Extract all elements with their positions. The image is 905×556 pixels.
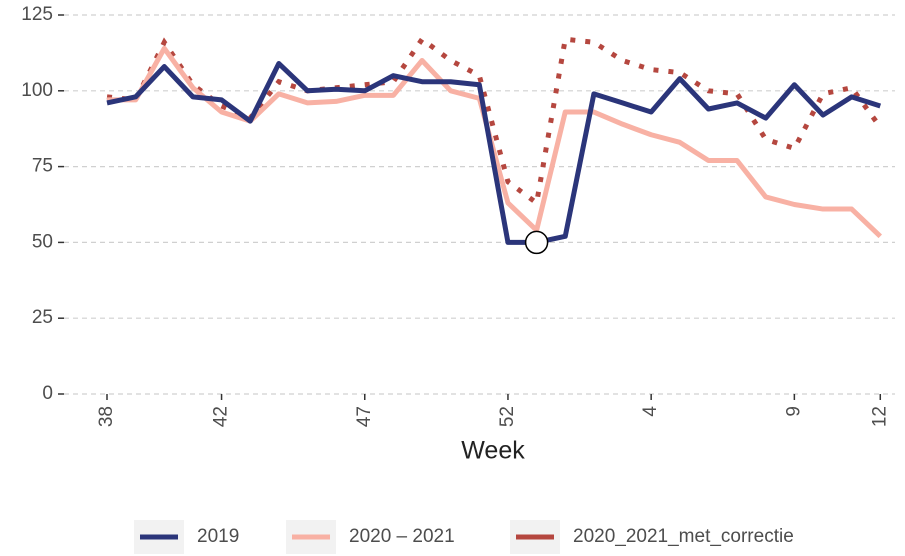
x-tick-label: 52 xyxy=(497,406,518,427)
x-tick-label: 42 xyxy=(211,406,232,427)
y-tick-label: 25 xyxy=(32,307,53,328)
series-line xyxy=(107,45,883,239)
legend-label: 2019 xyxy=(197,526,239,547)
legend-label: 2020 – 2021 xyxy=(349,526,455,547)
x-axis-label: Week xyxy=(461,437,525,465)
series-line xyxy=(106,61,882,245)
x-tick-label: 47 xyxy=(354,406,375,427)
y-tick-label: 0 xyxy=(42,383,53,404)
y-tick-label: 50 xyxy=(32,231,53,252)
x-tick-label: 38 xyxy=(96,406,117,427)
y-tick-label: 75 xyxy=(32,156,53,177)
x-tick-label: 9 xyxy=(783,406,804,417)
x-tick-label: 12 xyxy=(869,406,890,427)
y-tick-label: 125 xyxy=(21,4,53,25)
y-tick-label: 100 xyxy=(21,80,53,101)
x-tick-label: 4 xyxy=(640,406,661,417)
legend-label: 2020_2021_met_correctie xyxy=(573,526,794,547)
series-line xyxy=(106,35,883,208)
highlight-point xyxy=(524,230,549,255)
